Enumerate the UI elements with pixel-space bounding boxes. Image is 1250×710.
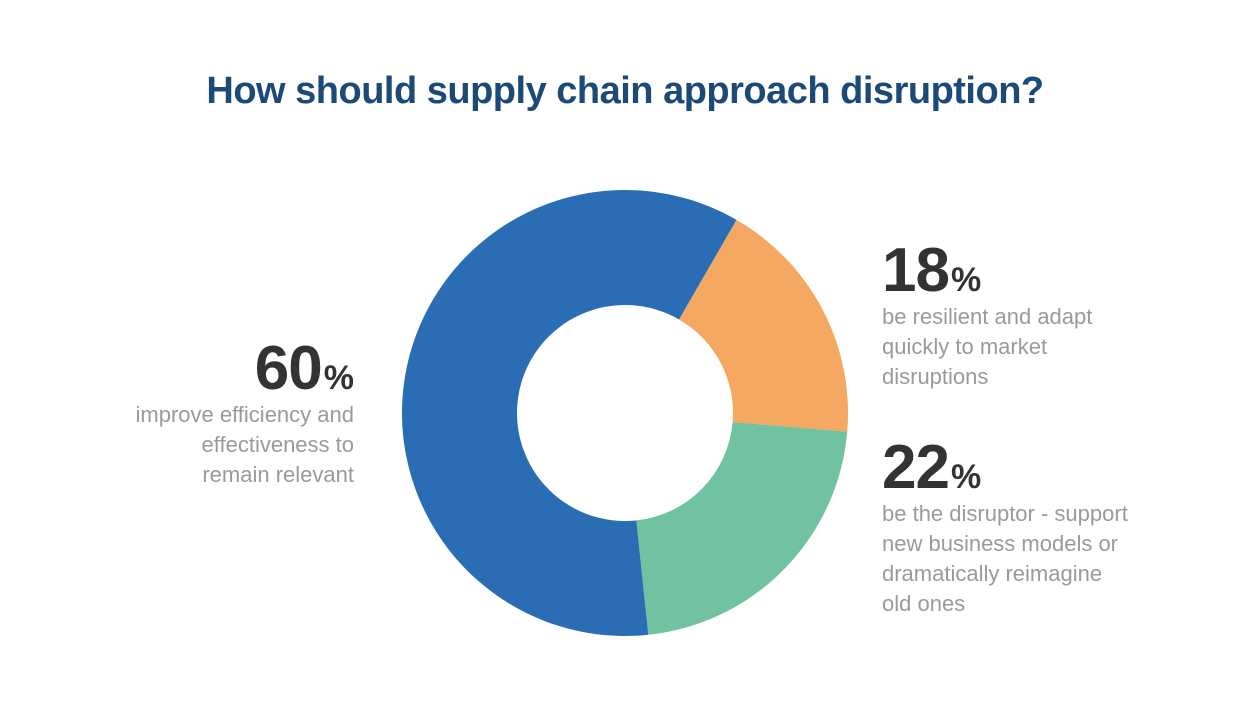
desc-line: disruptions xyxy=(882,364,989,389)
desc-line: new business models or xyxy=(882,531,1119,556)
percent-sign: % xyxy=(323,359,354,397)
desc-line: quickly to market xyxy=(882,334,1048,359)
value-22: 22 xyxy=(882,433,950,502)
percent-sign: % xyxy=(950,261,982,299)
value-18: 18 xyxy=(882,236,950,305)
desc-line: remain relevant xyxy=(202,462,354,487)
desc-line: be the disruptor - support xyxy=(882,501,1128,526)
donut-slice-60 xyxy=(402,190,737,636)
desc-line: be resilient and adapt xyxy=(882,304,1093,329)
label-60: 60% improve efficiency and effectiveness… xyxy=(136,338,355,490)
value-60: 60 xyxy=(254,334,323,403)
desc-line: effectiveness to xyxy=(201,432,354,457)
desc-line: old ones xyxy=(882,591,966,616)
label-18: 18% be resilient and adapt quickly to ma… xyxy=(882,240,1092,392)
donut-slice-18 xyxy=(679,219,848,432)
desc-line: dramatically reimagine xyxy=(882,561,1103,586)
percent-sign: % xyxy=(950,458,982,496)
donut-slice-22 xyxy=(636,422,848,635)
chart-title: How should supply chain approach disrupt… xyxy=(206,70,1044,112)
desc-line: improve efficiency and xyxy=(135,402,355,427)
label-22: 22% be the disruptor - support new busin… xyxy=(882,437,1128,619)
